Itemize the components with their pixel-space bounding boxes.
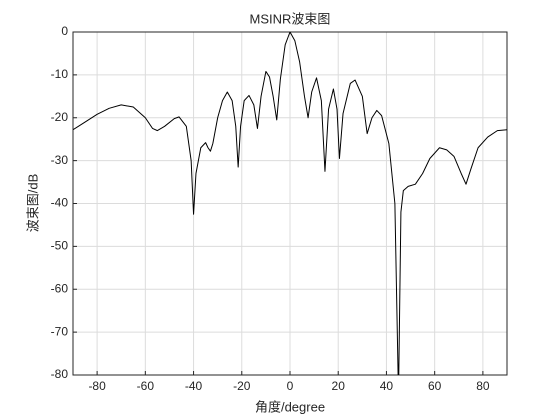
y-tick-label: -30: [51, 153, 69, 167]
y-tick-label: -80: [51, 367, 69, 381]
x-axis-label: 角度/degree: [255, 399, 325, 414]
chart-title: MSINR波束图: [250, 11, 331, 26]
x-tick-label: -60: [137, 379, 155, 393]
x-tick-label: -20: [233, 379, 251, 393]
y-tick-label: -60: [51, 281, 69, 295]
x-tick-label: -80: [88, 379, 106, 393]
y-tick-label: -50: [51, 239, 69, 253]
y-tick-label: -10: [51, 67, 69, 81]
x-tick-label: 0: [287, 379, 294, 393]
x-tick-label: -40: [185, 379, 203, 393]
y-tick-label: -40: [51, 196, 69, 210]
y-tick-label: -20: [51, 110, 69, 124]
y-tick-label: -70: [51, 324, 69, 338]
x-tick-label: 60: [428, 379, 442, 393]
y-axis-label: 波束图/dB: [25, 174, 40, 233]
y-tick-label: 0: [61, 24, 68, 38]
x-tick-label: 80: [476, 379, 490, 393]
series-line: [73, 32, 507, 375]
x-tick-label: 20: [332, 379, 346, 393]
x-tick-label: 40: [380, 379, 394, 393]
